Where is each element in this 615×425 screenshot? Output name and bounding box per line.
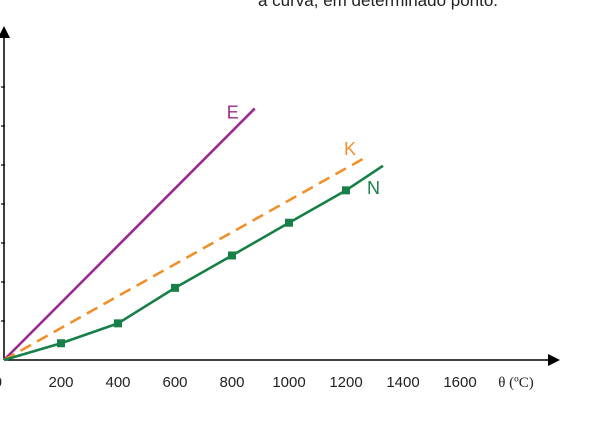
series-line-k <box>3 156 367 362</box>
data-point-n <box>171 283 179 292</box>
series-label-n: N <box>367 178 380 198</box>
series-layer <box>3 107 384 362</box>
series-label-e: E <box>227 102 239 122</box>
data-point-n <box>114 319 122 328</box>
chart-axes: 0 200 400 600 800 1000 1200 1400 1600 θ (ºC) <box>0 26 560 391</box>
series-label-k: K <box>344 139 356 159</box>
x-tick-label: 400 <box>105 374 130 391</box>
series-line-n <box>3 164 384 362</box>
x-tick-label: 1200 <box>329 374 362 391</box>
x-tick-label: 1600 <box>443 374 476 391</box>
x-tick-label: 600 <box>162 374 187 391</box>
x-tick-label: 1000 <box>272 374 305 391</box>
y-axis-arrow <box>0 26 10 38</box>
x-tick-label: 200 <box>48 374 73 391</box>
series-line-e <box>3 107 256 361</box>
x-axis-arrow <box>548 354 560 366</box>
x-tick-label: 1400 <box>386 374 419 391</box>
header-text: a curva, em determinado ponto. <box>258 0 499 10</box>
data-point-n <box>228 251 236 260</box>
x-tick-label: 0 <box>0 374 2 391</box>
data-point-n <box>57 339 65 348</box>
x-tick-label: 800 <box>219 374 244 391</box>
data-point-n <box>285 218 293 227</box>
x-axis-title: θ (ºC) <box>498 375 534 391</box>
labels-layer: E KN <box>227 102 380 197</box>
data-point-n <box>342 186 350 195</box>
